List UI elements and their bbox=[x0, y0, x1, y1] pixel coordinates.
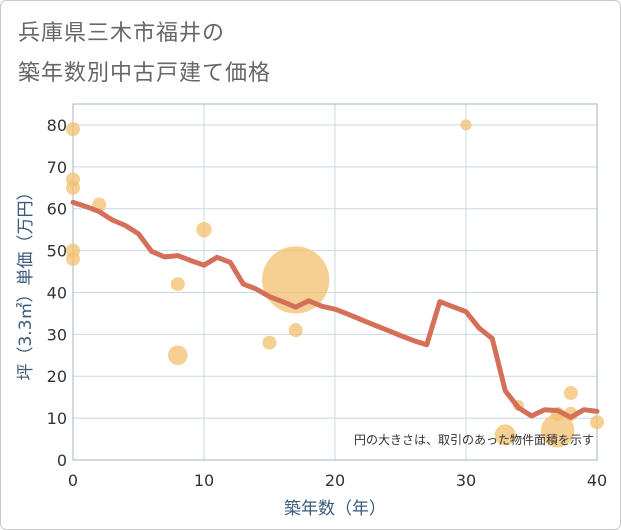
chart-title-line1: 兵庫県三木市福井の bbox=[18, 21, 226, 46]
data-bubble bbox=[540, 413, 575, 448]
x-tick-label: 30 bbox=[456, 471, 476, 490]
x-tick-label: 10 bbox=[194, 471, 214, 490]
y-tick-label: 30 bbox=[47, 325, 67, 344]
plot-border bbox=[72, 103, 598, 461]
data-bubble bbox=[66, 180, 80, 195]
chart-title-line2: 築年数別中古戸建て価格 bbox=[18, 61, 272, 86]
y-tick-label: 50 bbox=[47, 242, 67, 261]
x-axis-label: 築年数（年） bbox=[284, 499, 386, 519]
y-tick-label: 60 bbox=[47, 200, 67, 219]
data-bubble bbox=[262, 246, 330, 314]
data-bubble bbox=[563, 385, 578, 400]
data-bubble bbox=[288, 323, 303, 338]
data-bubble bbox=[66, 251, 80, 266]
y-tick-label: 40 bbox=[47, 283, 67, 302]
y-tick-label: 0 bbox=[57, 451, 67, 470]
data-bubble bbox=[170, 277, 185, 292]
x-tick-label: 20 bbox=[325, 471, 345, 490]
y-tick-label: 10 bbox=[47, 409, 67, 428]
data-bubble bbox=[460, 119, 472, 131]
x-tick-label: 0 bbox=[68, 471, 78, 490]
y-tick-label: 80 bbox=[47, 116, 67, 135]
x-tick-label: 40 bbox=[587, 471, 607, 490]
data-bubble bbox=[590, 415, 604, 430]
x-tick-labels: 0 10 20 30 40 bbox=[68, 471, 607, 490]
y-tick-label: 70 bbox=[47, 158, 67, 177]
bubbles bbox=[66, 119, 604, 448]
data-bubble bbox=[66, 122, 80, 137]
bubble-size-note: 円の大きさは、取引のあった物件面積を示す bbox=[354, 432, 594, 447]
data-bubble bbox=[494, 424, 516, 446]
y-tick-labels: 0 10 20 30 40 50 60 70 80 bbox=[47, 116, 67, 470]
data-bubble bbox=[262, 335, 277, 350]
data-bubble bbox=[168, 345, 188, 366]
data-bubble bbox=[196, 221, 212, 238]
average-price-line bbox=[70, 199, 600, 420]
y-tick-label: 20 bbox=[47, 367, 67, 386]
y-axis-label: 坪（3.3㎡）単価（万円） bbox=[16, 183, 36, 380]
